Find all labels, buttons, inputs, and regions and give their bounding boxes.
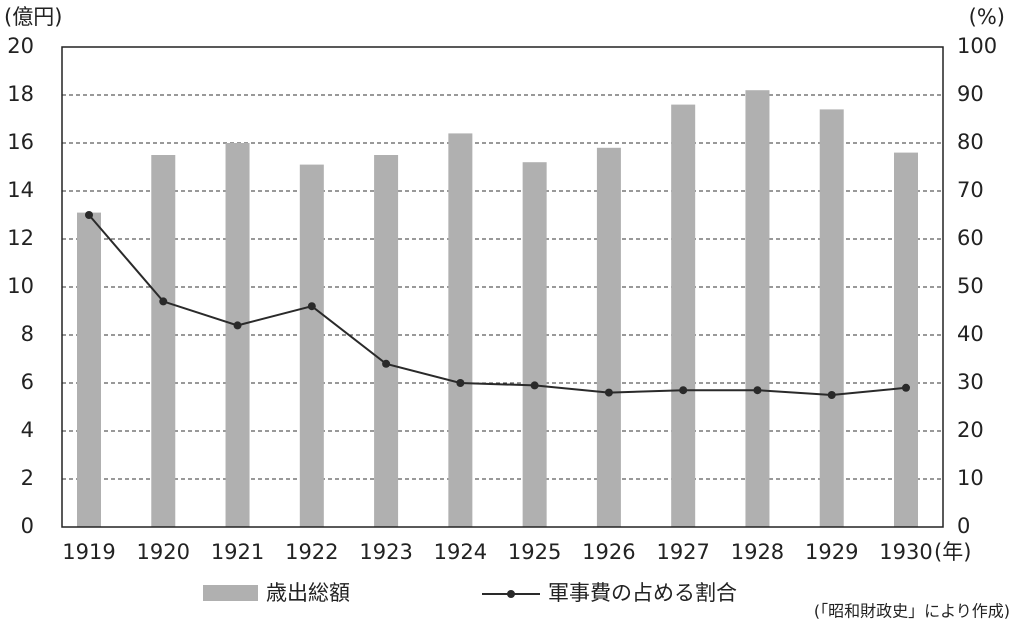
bar bbox=[448, 133, 473, 527]
y-tick-label: 14 bbox=[7, 178, 34, 202]
bar bbox=[819, 109, 844, 528]
source-note: (「昭和財政史」により作成) bbox=[814, 602, 1010, 621]
y-tick-label: 10 bbox=[7, 274, 34, 298]
bar bbox=[596, 147, 621, 528]
bar bbox=[522, 162, 547, 527]
y-tick-label: 18 bbox=[7, 82, 34, 106]
y2-tick-label: 40 bbox=[957, 322, 984, 346]
y2-tick-label: 20 bbox=[957, 418, 984, 442]
line-point bbox=[679, 386, 688, 395]
y2-tick-label: 50 bbox=[957, 274, 984, 298]
y-tick-label: 12 bbox=[7, 226, 34, 250]
y-tick-label: 16 bbox=[7, 130, 34, 154]
y2-tick-label: 80 bbox=[957, 130, 984, 154]
x-tick-label: 1926 bbox=[582, 540, 635, 564]
bar bbox=[299, 164, 324, 527]
bar bbox=[77, 212, 101, 527]
y2-tick-label: 90 bbox=[957, 82, 984, 106]
y2-tick-label: 0 bbox=[957, 514, 970, 538]
x-tick-label: 1922 bbox=[285, 540, 338, 564]
y2-axis-label: (%) bbox=[969, 5, 1005, 29]
x-tick-label: 1929 bbox=[805, 540, 858, 564]
bar bbox=[225, 143, 250, 527]
x-tick-label: 1930 bbox=[879, 540, 932, 564]
x-tick-label: 1921 bbox=[211, 540, 264, 564]
line-series bbox=[88, 214, 907, 397]
x-tick-label: 1923 bbox=[359, 540, 412, 564]
y-tick-label: 4 bbox=[21, 418, 34, 442]
line-point bbox=[382, 359, 391, 368]
legend-label: 歳出総額 bbox=[266, 581, 350, 605]
line-point bbox=[902, 383, 910, 392]
y2-tick-label: 10 bbox=[957, 466, 984, 490]
x-tick-label: 1928 bbox=[731, 540, 784, 564]
x-unit-label: (年) bbox=[934, 540, 971, 564]
line-point bbox=[530, 381, 539, 390]
line-point bbox=[827, 391, 836, 399]
line-point bbox=[85, 211, 93, 219]
x-tick-label: 1924 bbox=[434, 540, 487, 564]
legend-swatch bbox=[203, 585, 258, 601]
line-point bbox=[159, 297, 168, 306]
y2-tick-label: 100 bbox=[957, 34, 997, 58]
y2-tick-label: 30 bbox=[957, 370, 984, 394]
line-point bbox=[233, 321, 242, 330]
bar bbox=[151, 155, 176, 527]
x-tick-label: 1925 bbox=[508, 540, 561, 564]
plot-frame bbox=[61, 46, 944, 528]
bar bbox=[745, 90, 770, 527]
y-tick-label: 8 bbox=[21, 322, 34, 346]
y-axis-label: (億円) bbox=[4, 5, 62, 29]
x-tick-label: 1919 bbox=[62, 540, 115, 564]
y-tick-label: 20 bbox=[7, 34, 34, 58]
bar bbox=[894, 152, 918, 527]
line-point bbox=[456, 379, 465, 387]
bar bbox=[671, 104, 696, 527]
legend-label: 軍事費の占める割合 bbox=[548, 581, 737, 605]
y2-tick-label: 60 bbox=[957, 226, 984, 250]
bar bbox=[374, 155, 399, 527]
y-tick-label: 2 bbox=[21, 466, 34, 490]
y-tick-label: 0 bbox=[21, 514, 34, 538]
x-tick-label: 1920 bbox=[137, 540, 190, 564]
y-tick-label: 6 bbox=[21, 370, 34, 394]
line-point bbox=[753, 386, 762, 395]
x-tick-label: 1927 bbox=[656, 540, 709, 564]
y2-tick-label: 70 bbox=[957, 178, 984, 202]
legend-point bbox=[507, 590, 515, 598]
line-point bbox=[307, 302, 316, 311]
line-point bbox=[604, 388, 613, 397]
